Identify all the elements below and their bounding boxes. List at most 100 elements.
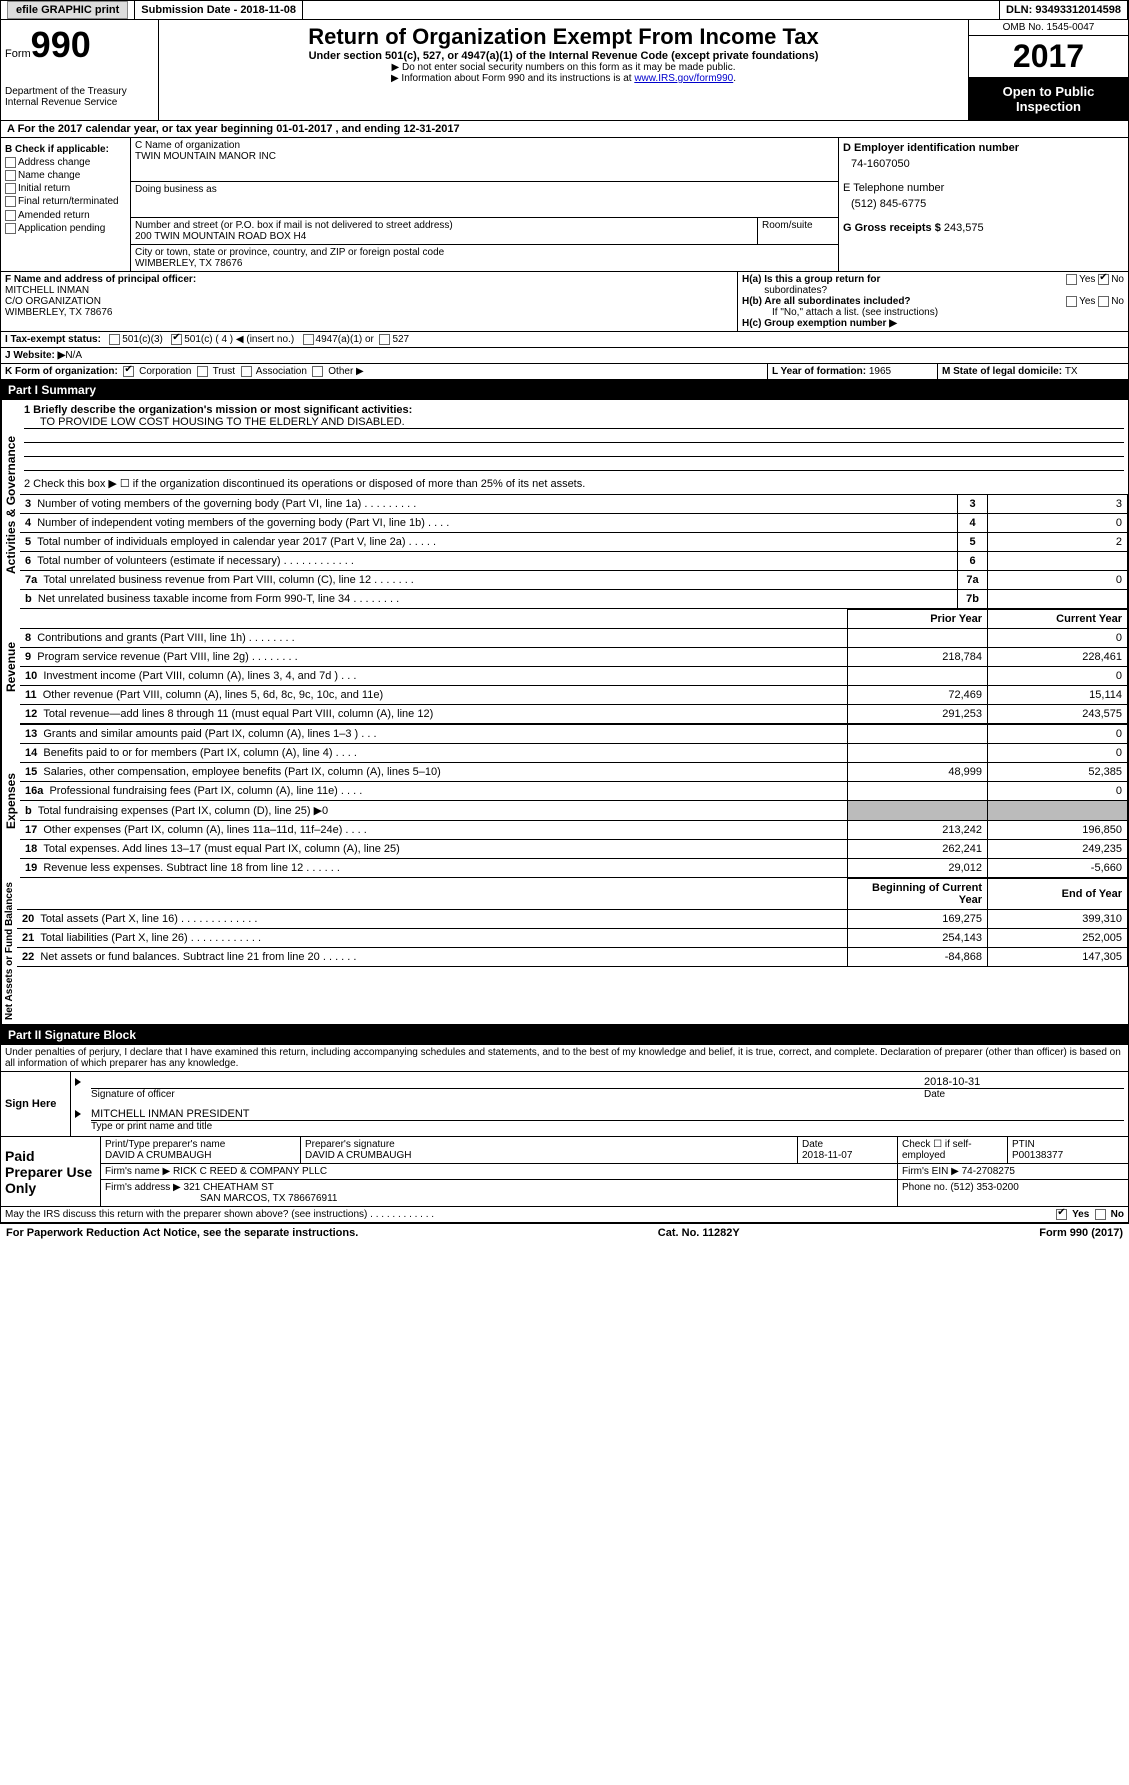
k-label: K Form of organization: xyxy=(5,366,118,377)
part1-header: Part I Summary xyxy=(0,380,1129,400)
d-label: D Employer identification number xyxy=(843,142,1124,154)
gov-table: 3 Number of voting members of the govern… xyxy=(20,494,1128,609)
ssn-note: ▶ Do not enter social security numbers o… xyxy=(163,62,964,73)
f-label: F Name and address of principal officer: xyxy=(5,274,196,285)
street: 200 TWIN MOUNTAIN ROAD BOX H4 xyxy=(135,231,306,242)
inspection: Inspection xyxy=(1016,99,1081,114)
l-label: L Year of formation: xyxy=(772,366,869,377)
mission: TO PROVIDE LOW COST HOUSING TO THE ELDER… xyxy=(24,416,1124,429)
street-label: Number and street (or P.O. box if mail i… xyxy=(135,220,453,231)
app-pending-checkbox[interactable] xyxy=(5,223,16,234)
perjury-decl: Under penalties of perjury, I declare th… xyxy=(0,1045,1129,1072)
g-label: G Gross receipts $ xyxy=(843,222,944,234)
section-a: A For the 2017 calendar year, or tax yea… xyxy=(0,121,1129,138)
firm-phone: (512) 353-0200 xyxy=(950,1182,1018,1193)
rev-table: Prior YearCurrent Year8 Contributions an… xyxy=(20,609,1128,724)
hc-label: H(c) Group exemption number ▶ xyxy=(742,318,1124,329)
year-formation: 1965 xyxy=(869,366,891,377)
form-ref: Form 990 (2017) xyxy=(1039,1227,1123,1239)
officer-co: C/O ORGANIZATION xyxy=(5,296,101,307)
net-vlabel: Net Assets or Fund Balances xyxy=(1,878,17,1024)
sign-here-label: Sign Here xyxy=(1,1072,71,1136)
paid-preparer-label: Paid Preparer Use Only xyxy=(1,1137,101,1206)
exp-vlabel: Expenses xyxy=(1,724,20,878)
irs: Internal Revenue Service xyxy=(5,97,154,108)
firm-name: RICK C REED & COMPANY PLLC xyxy=(173,1166,327,1177)
hb-no-checkbox[interactable] xyxy=(1098,296,1109,307)
irs-link[interactable]: www.IRS.gov/form990 xyxy=(634,73,733,84)
line2: 2 Check this box ▶ ☐ if the organization… xyxy=(24,477,1124,490)
discuss-no-checkbox[interactable] xyxy=(1095,1209,1106,1220)
firm-addr2: SAN MARCOS, TX 786676911 xyxy=(105,1193,337,1204)
rev-vlabel: Revenue xyxy=(1,609,20,724)
officer-city: WIMBERLEY, TX 78676 xyxy=(5,307,112,318)
officer-name-title: MITCHELL INMAN PRESIDENT xyxy=(91,1108,1124,1121)
ha-label: H(a) Is this a group return for xyxy=(742,274,880,285)
ha-yes-checkbox[interactable] xyxy=(1066,274,1077,285)
corp-checkbox[interactable] xyxy=(123,366,134,377)
4947-checkbox[interactable] xyxy=(303,334,314,345)
m-label: M State of legal domicile: xyxy=(942,366,1065,377)
addr-change-checkbox[interactable] xyxy=(5,157,16,168)
b-title: B Check if applicable: xyxy=(5,144,126,155)
omb-number: OMB No. 1545-0047 xyxy=(969,20,1128,36)
cat-no: Cat. No. 11282Y xyxy=(658,1227,740,1239)
firm-ein: 74-2708275 xyxy=(962,1166,1015,1177)
527-checkbox[interactable] xyxy=(379,334,390,345)
ha-no-checkbox[interactable] xyxy=(1098,274,1109,285)
tax-year: 2017 xyxy=(969,36,1128,78)
form-header: Form990 Department of the Treasury Inter… xyxy=(0,20,1129,121)
date-label: Date xyxy=(924,1089,1124,1100)
trust-checkbox[interactable] xyxy=(197,366,208,377)
org-name: TWIN MOUNTAIN MANOR INC xyxy=(135,151,834,162)
triangle-icon xyxy=(75,1110,81,1118)
topbar: efile GRAPHIC print Submission Date - 20… xyxy=(0,0,1129,20)
form-title: Return of Organization Exempt From Incom… xyxy=(163,24,964,50)
501c-checkbox[interactable] xyxy=(171,334,182,345)
city-label: City or town, state or province, country… xyxy=(135,247,444,258)
officer-name: MITCHELL INMAN xyxy=(5,285,89,296)
j-label: J Website: ▶ xyxy=(5,350,65,361)
i-label: I Tax-exempt status: xyxy=(5,334,101,345)
hb-yes-checkbox[interactable] xyxy=(1066,296,1077,307)
triangle-icon xyxy=(75,1078,81,1086)
name-change-checkbox[interactable] xyxy=(5,170,16,181)
net-table: Beginning of Current YearEnd of Year20 T… xyxy=(17,878,1128,967)
other-checkbox[interactable] xyxy=(312,366,323,377)
section-b: B Check if applicable: Address change Na… xyxy=(1,138,131,271)
preparer-sig: DAVID A CRUMBAUGH xyxy=(305,1150,412,1161)
type-name-label: Type or print name and title xyxy=(91,1121,1124,1132)
self-emp-check: Check ☐ if self-employed xyxy=(898,1137,1008,1163)
dept-treasury: Department of the Treasury xyxy=(5,86,154,97)
discuss-q: May the IRS discuss this return with the… xyxy=(5,1209,1056,1220)
exp-table: 13 Grants and similar amounts paid (Part… xyxy=(20,724,1128,878)
initial-return-checkbox[interactable] xyxy=(5,183,16,194)
prep-date: 2018-11-07 xyxy=(802,1150,852,1161)
form-subtitle: Under section 501(c), 527, or 4947(a)(1)… xyxy=(163,50,964,62)
hb-label: H(b) Are all subordinates included? xyxy=(742,296,911,307)
submission-date: Submission Date - 2018-11-08 xyxy=(135,1,303,19)
discuss-yes-checkbox[interactable] xyxy=(1056,1209,1067,1220)
501c3-checkbox[interactable] xyxy=(109,334,120,345)
efile-print-button[interactable]: efile GRAPHIC print xyxy=(7,1,128,19)
website: N/A xyxy=(65,350,82,361)
city: WIMBERLEY, TX 78676 xyxy=(135,258,242,269)
sig-officer-label: Signature of officer xyxy=(91,1089,924,1100)
e-label: E Telephone number xyxy=(843,182,1124,194)
amended-checkbox[interactable] xyxy=(5,210,16,221)
state-domicile: TX xyxy=(1065,366,1078,377)
form-number: 990 xyxy=(31,24,91,65)
part2-header: Part II Signature Block xyxy=(0,1025,1129,1045)
final-return-checkbox[interactable] xyxy=(5,196,16,207)
paperwork-notice: For Paperwork Reduction Act Notice, see … xyxy=(6,1227,358,1239)
form-word: Form xyxy=(5,48,31,60)
sig-date: 2018-10-31 xyxy=(924,1076,1124,1088)
ein: 74-1607050 xyxy=(851,158,1124,170)
line1-label: 1 Briefly describe the organization's mi… xyxy=(24,404,1124,416)
assoc-checkbox[interactable] xyxy=(241,366,252,377)
hb-note: If "No," attach a list. (see instruction… xyxy=(742,307,1124,318)
firm-addr1: 321 CHEATHAM ST xyxy=(184,1182,274,1193)
gov-vlabel: Activities & Governance xyxy=(1,400,20,609)
c-name-label: C Name of organization xyxy=(135,140,834,151)
preparer-name: DAVID A CRUMBAUGH xyxy=(105,1150,212,1161)
